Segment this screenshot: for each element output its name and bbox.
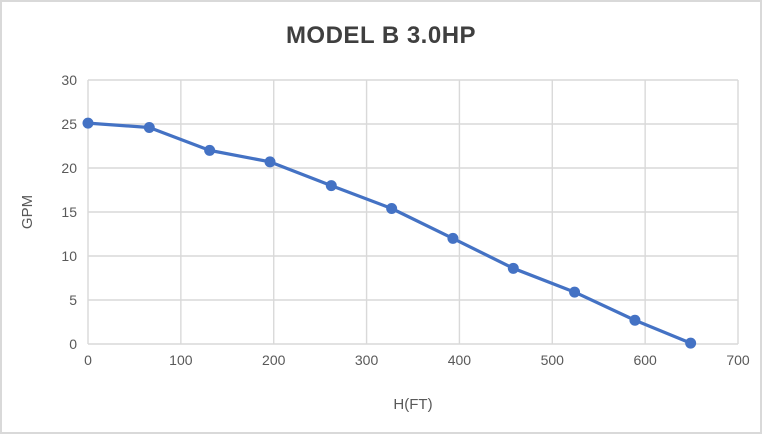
series-line — [86, 121, 693, 345]
data-point — [447, 232, 459, 244]
y-tick-label: 0 — [69, 336, 77, 352]
data-point — [82, 117, 94, 129]
y-tick-label: 25 — [61, 116, 77, 132]
data-point — [325, 180, 337, 192]
y-tick-label: 15 — [61, 204, 77, 220]
data-point — [569, 286, 581, 298]
y-tick-label: 5 — [69, 292, 77, 308]
y-tick-label: 30 — [61, 72, 77, 88]
x-tick-label: 500 — [541, 352, 565, 368]
x-tick-label: 600 — [633, 352, 657, 368]
chart-title: MODEL B 3.0HP — [285, 22, 477, 49]
data-point — [204, 144, 216, 156]
data-point — [264, 156, 276, 168]
gridlines-layer — [87, 79, 739, 345]
tick-labels-layer: 0 100 200 300 400 500 600 700 0 5 10 15 20 25 30 — [61, 72, 749, 368]
x-tick-label: 400 — [448, 352, 472, 368]
x-tick-label: 0 — [84, 352, 92, 368]
x-tick-label: 300 — [355, 352, 379, 368]
data-point — [386, 202, 398, 214]
y-tick-label: 10 — [61, 248, 77, 264]
x-axis-title: H(FT) — [393, 396, 432, 413]
data-point — [143, 122, 155, 134]
x-tick-label: 700 — [726, 352, 750, 368]
x-tick-label: 200 — [262, 352, 286, 368]
data-point — [685, 337, 697, 349]
y-axis-title: GPM — [19, 195, 36, 229]
series-layer — [82, 117, 697, 349]
data-point — [507, 262, 519, 274]
x-tick-label: 100 — [169, 352, 193, 368]
data-point — [629, 314, 641, 326]
y-tick-label: 20 — [61, 160, 77, 176]
